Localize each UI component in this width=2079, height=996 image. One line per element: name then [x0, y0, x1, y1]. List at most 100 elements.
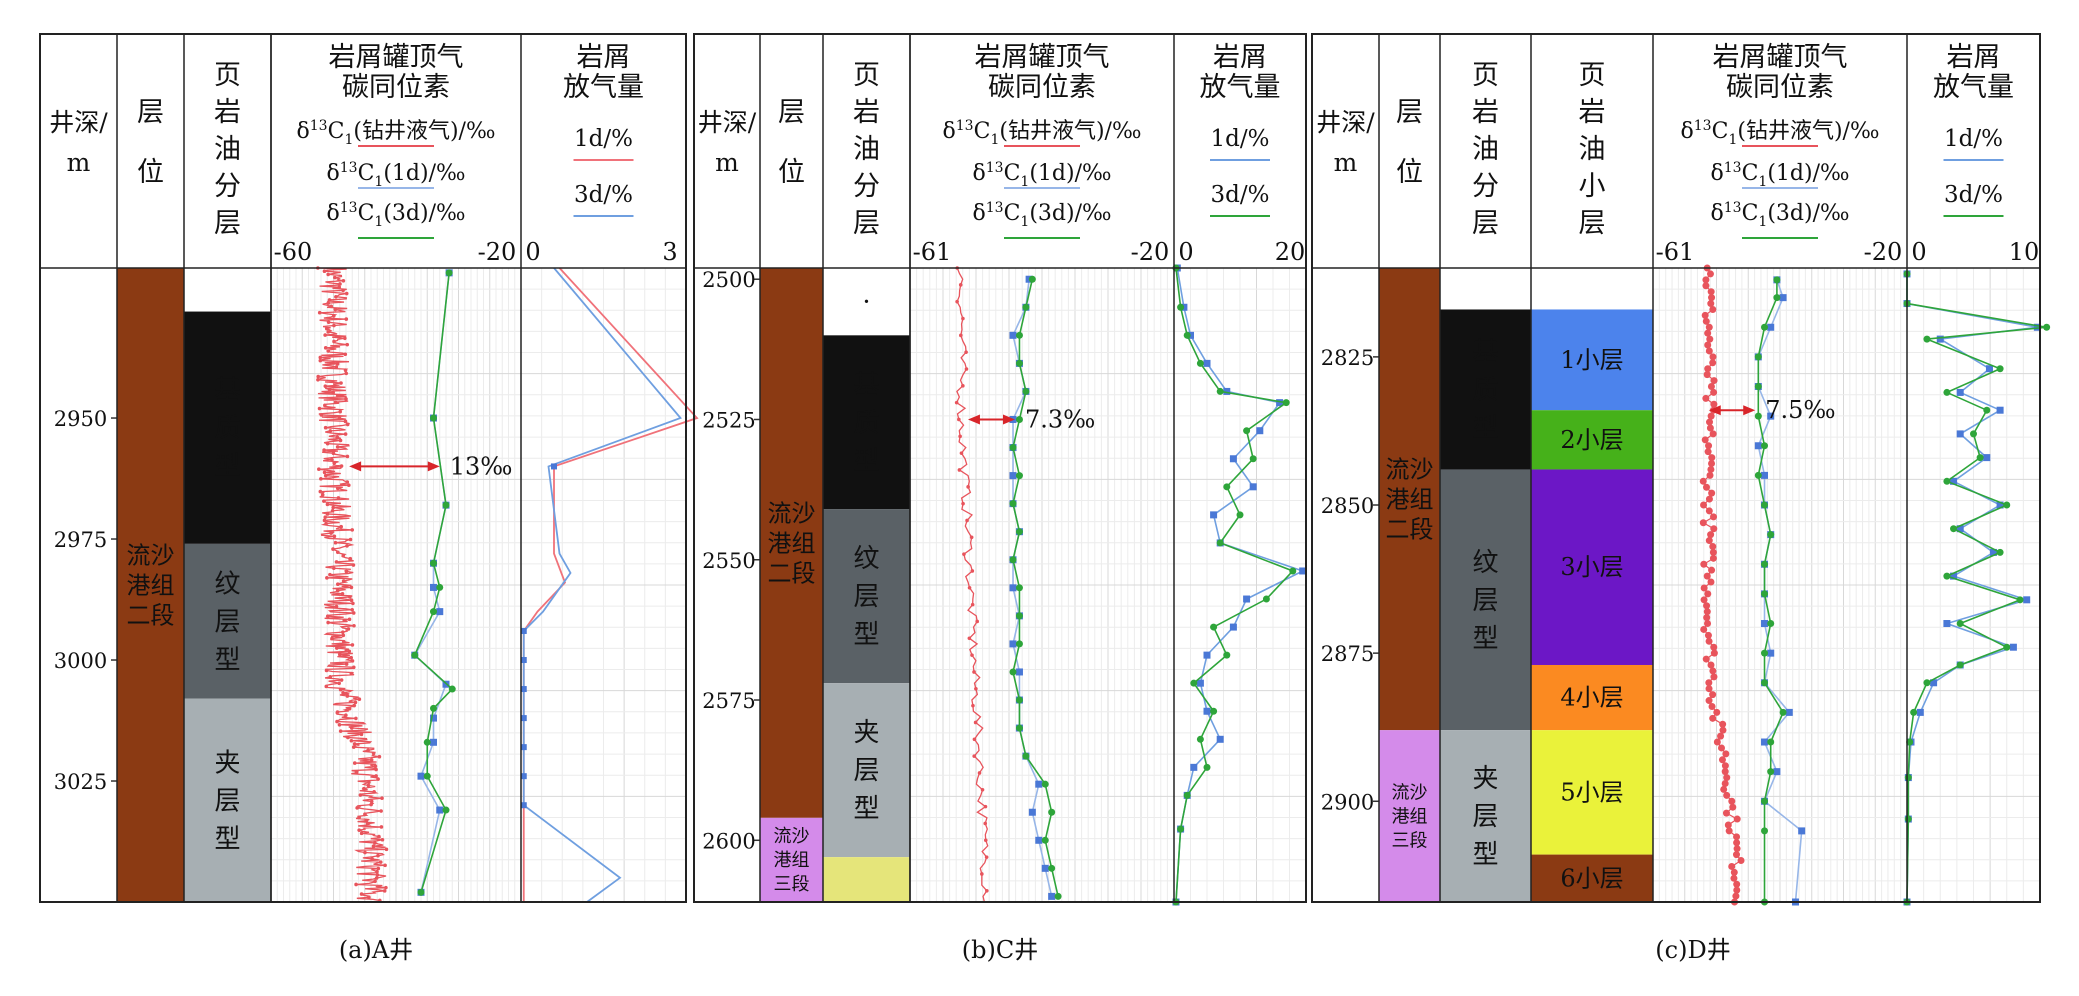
mud-gas-point: [337, 722, 342, 727]
shale-div-header: 分: [214, 171, 241, 202]
mud-gas-point: [1707, 465, 1715, 473]
mud-gas-point: [964, 350, 968, 354]
mud-gas-point: [337, 652, 342, 657]
gas-3d-series-point: [1262, 595, 1270, 603]
c13-1d-series-point: [1009, 472, 1017, 480]
mud-gas-point: [362, 786, 366, 791]
c13-3d-series-point: [1009, 500, 1017, 508]
annotation-arrowhead: [1002, 414, 1015, 425]
c13-3d-series-point: [1761, 679, 1769, 687]
mud-gas-point: [319, 413, 324, 417]
shale-div-header: 层: [214, 208, 241, 239]
mud-gas-point: [351, 611, 356, 615]
mud-gas-point: [341, 288, 345, 293]
c13-3d-series-point: [1015, 696, 1023, 704]
mud-gas-point: [376, 866, 381, 871]
mud-gas-point: [341, 553, 346, 558]
mud-gas-point: [335, 719, 339, 724]
gas-3d-series-point: [1282, 399, 1290, 407]
mud-gas-point: [335, 486, 340, 491]
mud-gas-point: [328, 429, 333, 433]
mud-gas-point: [1708, 702, 1716, 710]
mud-gas-point: [1705, 495, 1713, 503]
depth-tick-label: 2550: [702, 549, 755, 573]
mud-gas-point: [1733, 880, 1741, 888]
shale-type-label: 纹: [1472, 548, 1498, 578]
gas-1d-series-point: [1243, 595, 1251, 603]
gas-1d-series-point: [1203, 359, 1211, 367]
mud-gas-point: [1709, 714, 1717, 722]
mud-gas-point: [1704, 620, 1712, 628]
gas-axis-max: 20: [1275, 238, 1306, 266]
mud-gas-point: [1699, 477, 1707, 485]
annotation-arrowhead: [427, 461, 440, 472]
mud-gas-point: [378, 860, 383, 864]
c13-1d-series-point: [436, 608, 444, 616]
c13-3d-series-point: [1009, 444, 1017, 452]
gas-marker: [520, 657, 527, 664]
gas-3d-series-point: [1904, 815, 1912, 823]
gas-1d-series-point: [1930, 679, 1938, 687]
gas-1d-series-point: [1956, 525, 1964, 533]
shale-div-header: 分: [1472, 171, 1499, 202]
shale-type-label: 型: [214, 645, 240, 675]
gas-1d-label: 1d/%: [574, 126, 633, 152]
c13-3d-series-point: [442, 501, 450, 509]
mud-gas-point: [1700, 596, 1708, 604]
gas-1d-series-point: [1249, 483, 1257, 491]
mud-gas-point: [348, 595, 352, 599]
mud-gas-point: [1705, 442, 1713, 450]
c13-3d-series-point: [445, 269, 453, 277]
formation-label: 二段: [1386, 515, 1434, 543]
c13-3d-series-point: [430, 559, 437, 567]
mud-gas-point: [1702, 276, 1710, 284]
c13-3d-series: [1754, 276, 1787, 906]
mud-gas-point: [334, 294, 338, 299]
mud-gas-series: [316, 266, 389, 903]
mud-gas-point: [340, 630, 345, 634]
mud-gas-point: [1700, 501, 1708, 509]
mud-gas-point: [332, 323, 336, 328]
shale-div-header: 页: [214, 60, 241, 91]
gas-3d-series-point: [1203, 763, 1211, 771]
c13-1d-series-point: [1767, 412, 1775, 420]
c13-1d-series-point: [1754, 442, 1762, 450]
legend-mud-label: δ13C1(钻井液气)/‰: [943, 118, 1142, 148]
mud-gas-point: [324, 326, 329, 331]
c13-1d-series-point: [1028, 808, 1036, 816]
gas-3d-series-point: [1249, 455, 1257, 463]
annotation-arrowhead: [349, 461, 362, 472]
shale-type-label: 夹: [853, 718, 879, 748]
mud-gas-point: [357, 697, 362, 702]
formation-label: 流沙: [768, 499, 816, 527]
mud-gas-point: [344, 317, 349, 321]
mud-gas-series: [1699, 264, 1745, 906]
gas-3d-series-point: [1943, 572, 1951, 580]
mud-gas-point: [322, 499, 326, 503]
shale-type-label: 层: [853, 756, 879, 786]
gas-1d-series-point: [1996, 406, 2004, 414]
depth-tick-label: 2525: [702, 408, 755, 432]
gas-3d-series-point: [1289, 567, 1297, 575]
gas-3d-series-point: [1223, 651, 1231, 659]
shale-type-label: 型: [853, 620, 879, 650]
gas-marker: [520, 715, 527, 722]
mud-gas-point: [1707, 288, 1715, 296]
depth-tick-label: 2600: [702, 829, 755, 853]
mud-gas-point: [359, 892, 364, 896]
gas-3d-series-line: [1906, 273, 2047, 903]
mud-gas-point: [334, 560, 339, 564]
shale-type-label: 型: [1472, 624, 1498, 654]
depth-tick-label: 3025: [54, 770, 107, 794]
mud-gas-point: [359, 732, 364, 737]
mud-gas-point: [327, 387, 332, 392]
mud-gas-point: [1710, 377, 1718, 385]
shale-type-label: 层: [1472, 802, 1498, 832]
mud-gas-point: [1710, 643, 1718, 651]
mud-gas-point: [343, 336, 347, 341]
mud-gas-point: [330, 636, 334, 641]
mud-gas-point: [349, 585, 354, 590]
c13-1d-series-point: [1035, 780, 1043, 788]
depth-tick-label: 3000: [54, 649, 107, 673]
